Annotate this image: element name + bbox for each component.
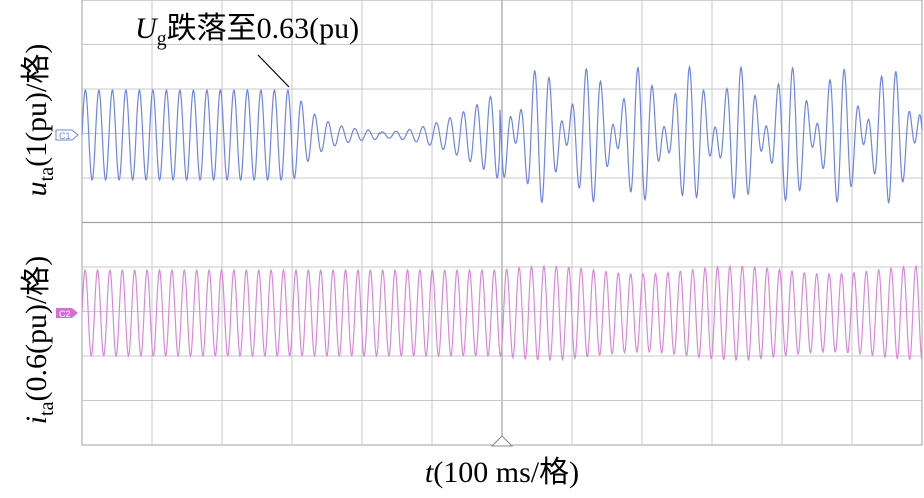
y-label-voltage: uta(1(pu)/格) — [20, 44, 58, 197]
channel-label: C1 — [59, 131, 71, 141]
annotation-leader — [257, 54, 290, 88]
y-label-subscript: ta — [36, 401, 58, 416]
voltage-waveform — [81, 64, 923, 204]
trigger-marker — [490, 435, 514, 447]
x-label-text: (100 ms/格) — [433, 456, 579, 489]
y-label-text: (1(pu)/格) — [20, 44, 53, 167]
current-waveform — [81, 264, 923, 362]
channel-marker — [56, 308, 78, 318]
channel-marker — [55, 129, 79, 141]
x-label: t(100 ms/格) — [425, 456, 579, 489]
annotation-text: 跌落至0.63(pu) — [167, 12, 359, 45]
y-label-symbol: u — [20, 181, 53, 196]
y-label-subscript: ta — [36, 167, 58, 182]
annotation-subscript: g — [157, 28, 167, 50]
channel-label: C2 — [59, 309, 71, 319]
y-label-symbol: i — [20, 416, 53, 424]
annotation-symbol: U — [135, 12, 159, 45]
y-label-text: (0.6(pu)/格) — [20, 256, 53, 402]
x-label-symbol: t — [425, 456, 434, 489]
y-label-current: ita(0.6(pu)/格) — [20, 256, 58, 425]
annotation: Ug跌落至0.63(pu) — [135, 12, 359, 50]
